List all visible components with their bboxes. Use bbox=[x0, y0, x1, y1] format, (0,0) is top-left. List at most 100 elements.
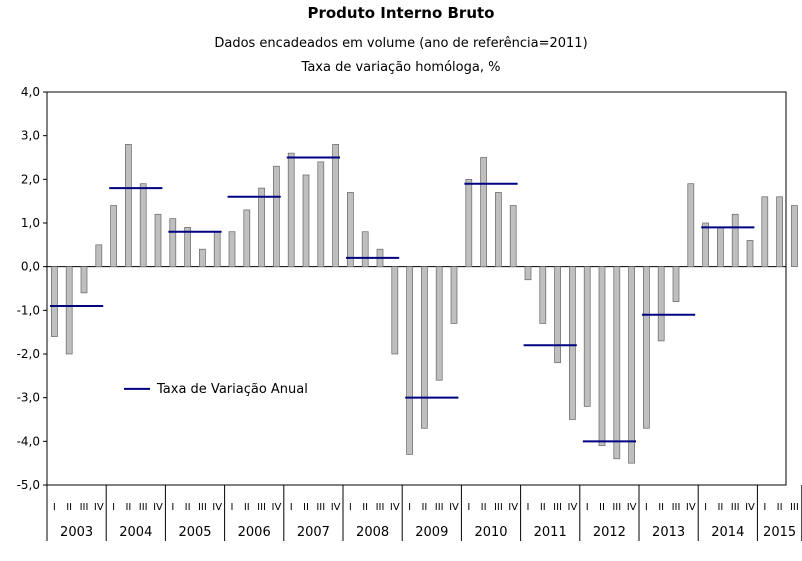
quarter-tick-label: II bbox=[185, 502, 191, 513]
bar bbox=[95, 244, 103, 268]
bar bbox=[302, 174, 310, 268]
bar bbox=[628, 266, 635, 464]
bar bbox=[65, 266, 73, 355]
bar bbox=[524, 266, 532, 281]
bar bbox=[746, 240, 754, 268]
bar bbox=[243, 209, 251, 268]
bar bbox=[169, 218, 177, 268]
year-label: 2015 bbox=[763, 525, 796, 540]
quarter-tick-label: IV bbox=[390, 502, 400, 513]
quarter-tick-label: II bbox=[777, 502, 783, 513]
y-tick-label: 0,0 bbox=[21, 260, 40, 274]
bar bbox=[287, 152, 295, 268]
quarter-tick-label: I bbox=[290, 502, 293, 513]
quarter-tick-label: I bbox=[467, 502, 470, 513]
y-tick-label: 2,0 bbox=[21, 172, 40, 186]
quarter-tick-label: IV bbox=[568, 502, 578, 513]
bar bbox=[154, 213, 162, 268]
year-label: 2008 bbox=[356, 525, 389, 540]
bar bbox=[184, 227, 191, 268]
quarter-tick-label: I bbox=[763, 502, 766, 513]
quarter-tick-label: II bbox=[244, 502, 250, 513]
bar bbox=[332, 144, 339, 268]
plot-area bbox=[46, 91, 787, 486]
quarter-tick-label: IV bbox=[508, 502, 518, 513]
quarter-tick-label: IV bbox=[272, 502, 282, 513]
bar bbox=[110, 205, 117, 268]
quarter-tick-label: III bbox=[80, 502, 89, 513]
bar bbox=[361, 231, 369, 268]
bar bbox=[657, 266, 665, 342]
bar bbox=[317, 161, 325, 268]
y-tick-label: 1,0 bbox=[21, 216, 40, 230]
quarter-tick-label: II bbox=[481, 502, 487, 513]
bar bbox=[406, 266, 413, 455]
quarter-tick-label: I bbox=[231, 502, 234, 513]
quarter-tick-label: III bbox=[376, 502, 385, 513]
quarter-tick-label: I bbox=[112, 502, 115, 513]
bar bbox=[139, 183, 147, 268]
bar bbox=[347, 192, 354, 268]
quarter-tick-label: IV bbox=[94, 502, 104, 513]
quarter-tick-label: IV bbox=[627, 502, 637, 513]
chart-title: Produto Interno Bruto bbox=[307, 4, 495, 22]
bar bbox=[213, 231, 221, 268]
quarter-tick-label: IV bbox=[449, 502, 459, 513]
bar bbox=[687, 183, 695, 268]
year-label: 2007 bbox=[297, 525, 330, 540]
quarter-tick-label: III bbox=[435, 502, 444, 513]
bar bbox=[421, 266, 428, 429]
chart-subtitle-2: Taxa de variação homóloga, % bbox=[301, 60, 501, 75]
year-label: 2013 bbox=[652, 525, 685, 540]
y-tick-label: 3,0 bbox=[21, 129, 40, 143]
quarter-tick-label: IV bbox=[331, 502, 341, 513]
bar bbox=[731, 213, 739, 268]
quarter-tick-label: III bbox=[139, 502, 148, 513]
y-tick-label: -2,0 bbox=[17, 347, 40, 361]
quarter-tick-label: II bbox=[303, 502, 309, 513]
bar bbox=[480, 157, 487, 268]
quarter-tick-label: II bbox=[717, 502, 723, 513]
bar bbox=[554, 266, 561, 364]
quarter-tick-label: III bbox=[316, 502, 325, 513]
quarter-tick-label: III bbox=[790, 502, 799, 513]
quarter-tick-label: III bbox=[672, 502, 681, 513]
quarter-tick-label: I bbox=[527, 502, 530, 513]
year-label: 2003 bbox=[60, 525, 93, 540]
bar bbox=[643, 266, 650, 429]
quarter-tick-label: II bbox=[421, 502, 427, 513]
quarter-tick-label: III bbox=[198, 502, 207, 513]
bar bbox=[125, 144, 132, 268]
year-label: 2006 bbox=[238, 525, 271, 540]
bar bbox=[258, 187, 265, 268]
y-tick-label: -1,0 bbox=[17, 303, 40, 317]
quarter-tick-label: II bbox=[599, 502, 605, 513]
quarter-tick-label: III bbox=[553, 502, 562, 513]
bar bbox=[613, 266, 621, 460]
quarter-tick-label: I bbox=[53, 502, 56, 513]
bar bbox=[273, 165, 280, 268]
y-tick-label: -3,0 bbox=[17, 391, 40, 405]
y-tick-label: -5,0 bbox=[17, 478, 40, 492]
bar bbox=[583, 266, 591, 407]
bar bbox=[199, 248, 206, 268]
quarter-tick-label: II bbox=[658, 502, 664, 513]
quarter-tick-label: II bbox=[125, 502, 131, 513]
year-label: 2005 bbox=[178, 525, 211, 540]
bar bbox=[672, 266, 680, 302]
bar bbox=[465, 178, 473, 268]
year-label: 2012 bbox=[593, 525, 626, 540]
bar bbox=[761, 196, 769, 268]
bar bbox=[598, 266, 606, 447]
bar bbox=[776, 196, 783, 268]
bar bbox=[495, 192, 502, 268]
bar bbox=[539, 266, 547, 324]
bar bbox=[569, 266, 576, 420]
chart-subtitle-1: Dados encadeados em volume (ano de refer… bbox=[214, 36, 588, 51]
bar bbox=[702, 222, 709, 268]
quarter-tick-label: III bbox=[731, 502, 740, 513]
quarter-tick-label: III bbox=[612, 502, 621, 513]
year-label: 2010 bbox=[474, 525, 507, 540]
